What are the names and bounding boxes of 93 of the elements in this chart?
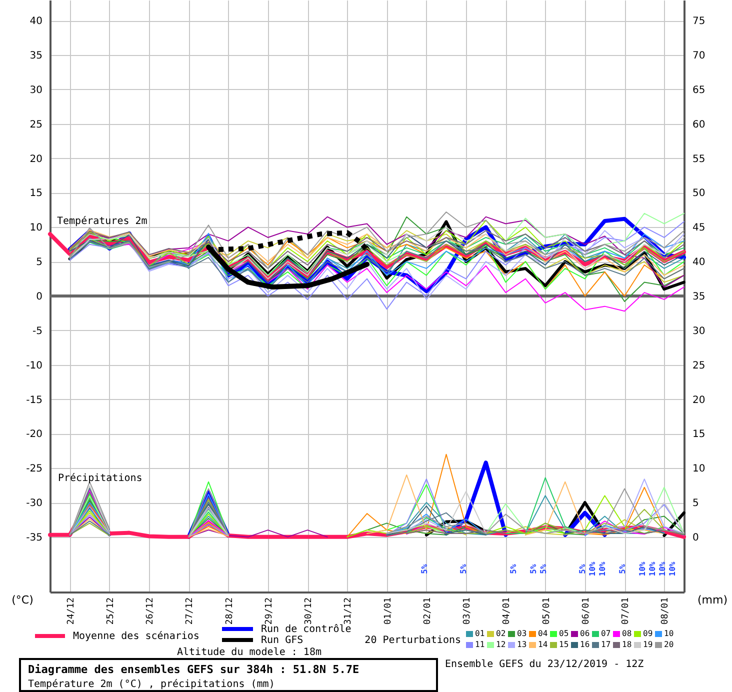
legend-label: 16 xyxy=(580,640,590,649)
y-tick-label: -10 xyxy=(26,360,42,372)
x-tick-label: 08/01 xyxy=(660,598,671,625)
legend-label: 01 xyxy=(475,629,485,638)
legend-label: Run GFS xyxy=(261,635,304,646)
annotation: 10% xyxy=(648,562,657,576)
y2-tick-label: 60 xyxy=(692,119,706,130)
y2-tick-label: 5 xyxy=(692,498,699,510)
legend-label: Run de contrôle xyxy=(261,624,352,635)
legend-label: 02 xyxy=(496,629,506,638)
legend-label: 15 xyxy=(559,640,569,649)
x-tick-label: 25/12 xyxy=(106,598,116,625)
y2-tick-label: 10 xyxy=(692,464,706,475)
annotation: 5% xyxy=(459,564,468,574)
x-tick-label: 01/01 xyxy=(383,598,394,625)
x-tick-label: 30/12 xyxy=(304,598,314,625)
legend-label: 14 xyxy=(538,640,548,649)
annotation: 5% xyxy=(578,564,587,574)
legend-label: 08 xyxy=(622,629,632,638)
x-tick-label: 03/01 xyxy=(462,598,473,625)
text: Altitude du modele : 18m xyxy=(177,647,322,658)
annotation: 10% xyxy=(588,562,597,576)
x-tick-label: 28/12 xyxy=(224,598,235,625)
legend-label: 13 xyxy=(517,640,527,649)
annotation: 5% xyxy=(539,564,548,574)
x-tick-label: 02/01 xyxy=(422,598,433,625)
text: Diagramme des ensembles GEFS sur 384h : 51.8N 5.7E xyxy=(28,663,360,676)
legend-label: 18 xyxy=(622,640,632,649)
legend-label: 19 xyxy=(643,640,653,649)
y-tick-label: -30 xyxy=(26,498,42,510)
legend-label: 17 xyxy=(601,640,611,649)
y2-tick-label: 75 xyxy=(692,16,706,28)
legend-label: 09 xyxy=(643,629,653,638)
y2-tick-label: 55 xyxy=(692,154,706,165)
legend-label: 07 xyxy=(601,629,611,638)
y-tick-label: 0 xyxy=(36,292,42,302)
y-tick-label: 25 xyxy=(30,119,42,130)
annotation: 5% xyxy=(420,564,429,574)
y-tick-label: 35 xyxy=(30,50,42,62)
x-tick-label: 27/12 xyxy=(185,598,196,625)
legend-title: 20 Perturbations xyxy=(364,635,461,646)
y2-tick-label: 25 xyxy=(692,360,706,372)
legend-label: 20 xyxy=(664,640,674,649)
text: Température 2m (°C) , précipitations (mm) xyxy=(28,679,275,690)
y2-axis-title: (mm) xyxy=(697,594,728,606)
x-tick-label: 31/12 xyxy=(344,598,354,625)
legend-label: 06 xyxy=(580,629,590,638)
y-tick-label: 15 xyxy=(30,188,42,200)
annotation: 5% xyxy=(618,564,627,574)
legend-label: 11 xyxy=(475,640,485,649)
annotation: 10% xyxy=(638,562,647,576)
y2-tick-label: 20 xyxy=(692,394,706,406)
x-tick-label: 04/01 xyxy=(502,598,512,625)
y2-tick-label: 65 xyxy=(692,84,706,96)
y-tick-label: 30 xyxy=(30,84,42,96)
y-tick-label: -25 xyxy=(26,464,42,475)
y2-tick-label: 40 xyxy=(692,257,706,268)
x-tick-label: 29/12 xyxy=(264,598,274,625)
y2-tick-label: 45 xyxy=(692,222,706,234)
y2-tick-label: 0 xyxy=(692,532,699,544)
y-tick-label: -35 xyxy=(26,532,42,544)
annotation: 5% xyxy=(529,564,538,574)
legend-label: 03 xyxy=(517,629,527,638)
annotation: Précipitations xyxy=(58,473,142,484)
legend-label: 05 xyxy=(559,629,569,638)
legend-label: Moyenne des scénarios xyxy=(73,631,200,642)
x-tick-label: 06/01 xyxy=(581,598,592,625)
y-tick-label: 40 xyxy=(30,16,42,28)
y2-tick-label: 50 xyxy=(692,188,706,200)
y-tick-label: 20 xyxy=(30,154,42,165)
text: Ensemble GEFS du 23/12/2019 - 12Z xyxy=(445,659,644,670)
annotation: 10% xyxy=(598,562,607,576)
y-tick-label: -5 xyxy=(32,326,42,337)
y-tick-label: 10 xyxy=(30,222,42,234)
y-tick-label: -20 xyxy=(26,429,42,440)
annotation: 5% xyxy=(509,564,518,574)
y2-tick-label: 30 xyxy=(692,326,706,337)
x-tick-label: 05/01 xyxy=(542,598,552,625)
x-tick-label: 24/12 xyxy=(66,598,76,625)
y-tick-label: 5 xyxy=(36,257,42,268)
x-tick-label: 26/12 xyxy=(146,598,156,625)
legend-label: 10 xyxy=(664,629,674,638)
annotation: Températures 2m xyxy=(57,216,148,227)
x-tick-label: 07/01 xyxy=(621,598,632,625)
y-axis-title: (°C) xyxy=(12,594,34,606)
y-tick-label: -15 xyxy=(26,394,42,406)
annotation: 10% xyxy=(668,562,677,576)
legend-label: 04 xyxy=(538,629,548,638)
annotation: 10% xyxy=(658,562,667,576)
y2-tick-label: 70 xyxy=(692,50,706,62)
y2-tick-label: 15 xyxy=(692,429,706,440)
y2-tick-label: 35 xyxy=(692,292,706,302)
legend-label: 12 xyxy=(496,640,506,649)
